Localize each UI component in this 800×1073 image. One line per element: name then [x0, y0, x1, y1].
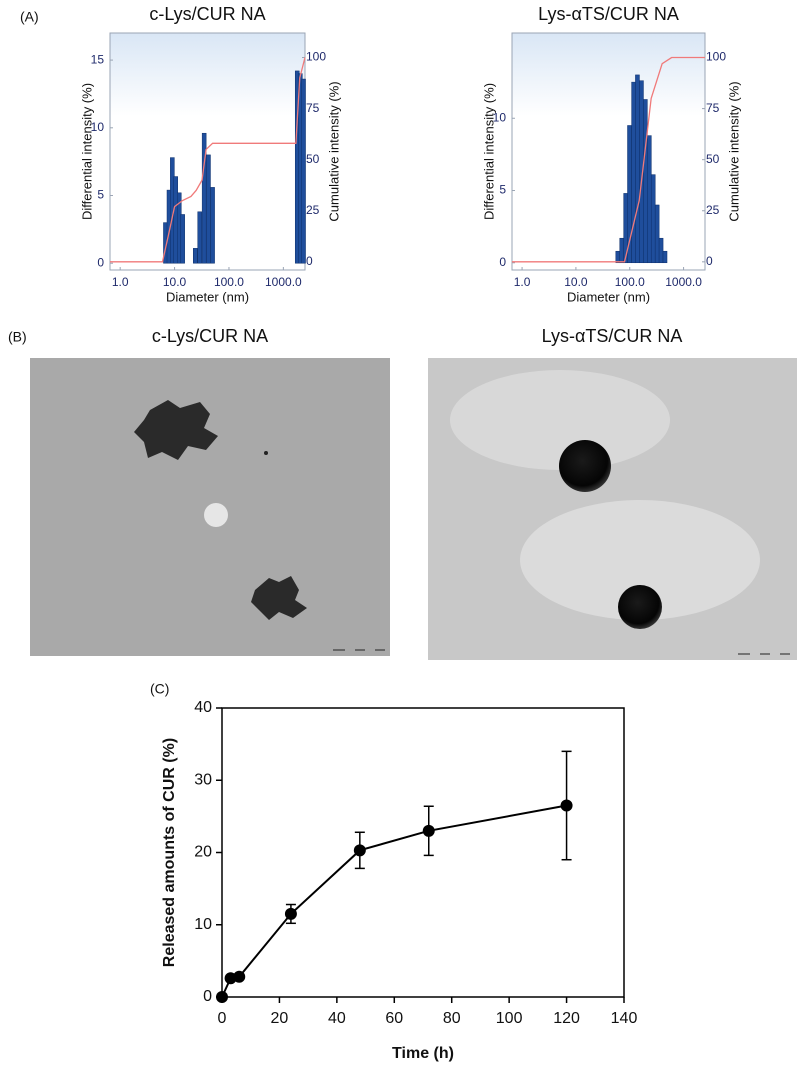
- y2-tick-label: 0: [306, 254, 313, 268]
- y2-tick-label: 50: [706, 152, 720, 166]
- panel-label: (A): [20, 9, 39, 25]
- data-point: [233, 970, 246, 983]
- y-tick-label: 0: [499, 255, 506, 269]
- data-point: [216, 991, 228, 1003]
- panel-label: (B): [8, 329, 27, 345]
- bar: [210, 187, 215, 264]
- y-tick-label: 20: [194, 844, 212, 861]
- x-tick-label: 40: [328, 1010, 346, 1027]
- x-tick-label: 100.0: [615, 275, 645, 289]
- chart-title: c-Lys/CUR NA: [149, 4, 265, 24]
- bar: [619, 237, 624, 264]
- x-tick-label: 20: [271, 1010, 289, 1027]
- y2-axis-label: Cumulative intensity (%): [726, 81, 741, 221]
- chart-title: Lys-αTS/CUR NA: [538, 4, 679, 24]
- bar: [650, 174, 656, 264]
- x-tick-label: 1.0: [514, 275, 531, 289]
- y-tick-label: 15: [91, 52, 105, 66]
- image-title: c-Lys/CUR NA: [152, 326, 268, 346]
- y2-tick-label: 25: [306, 203, 320, 217]
- tem-image: [30, 358, 390, 656]
- y-tick-label: 10: [493, 110, 507, 124]
- x-tick-label: 80: [443, 1010, 461, 1027]
- cumulative-line: [110, 57, 306, 263]
- y-tick-label: 0: [97, 255, 104, 269]
- y-axis-label: Differential intensity (%): [481, 83, 496, 220]
- x-tick-label: 100.0: [214, 275, 244, 289]
- x-tick-label: 1000.0: [265, 275, 302, 289]
- cumulative-line: [512, 56, 705, 263]
- y-tick-label: 10: [194, 916, 212, 933]
- bar: [206, 154, 211, 264]
- data-point: [284, 907, 297, 920]
- y2-tick-label: 100: [306, 50, 326, 64]
- bar: [201, 132, 207, 264]
- x-tick-label: 120: [553, 1010, 580, 1027]
- bar: [658, 237, 664, 264]
- bar: [643, 99, 648, 264]
- y2-tick-label: 25: [706, 203, 720, 217]
- bar: [631, 81, 636, 264]
- y-axis-label: Released amounts of CUR (%): [161, 738, 178, 967]
- y-axis-label: Differential intensity (%): [79, 83, 94, 220]
- y-tick-label: 10: [91, 120, 105, 134]
- y-tick-label: 5: [97, 188, 104, 202]
- y2-tick-label: 75: [706, 101, 720, 115]
- data-point: [353, 844, 366, 857]
- y-tick-label: 30: [194, 771, 212, 788]
- bar: [615, 250, 621, 264]
- x-tick-label: 0: [218, 1010, 227, 1027]
- bar: [662, 250, 668, 264]
- bar: [197, 211, 202, 264]
- x-axis-label: Diameter (nm): [567, 289, 650, 304]
- data-line: [221, 804, 567, 998]
- panel-label: (C): [150, 681, 169, 697]
- bar: [180, 214, 185, 264]
- plot-area: [511, 32, 706, 271]
- y2-tick-label: 0: [706, 254, 713, 268]
- y-tick-label: 0: [203, 988, 212, 1005]
- data-point: [560, 799, 573, 812]
- y-tick-label: 40: [194, 699, 212, 716]
- bar: [647, 135, 652, 264]
- bar: [301, 78, 306, 264]
- y2-axis-label: Cumulative intensity (%): [326, 81, 341, 221]
- x-tick-label: 60: [385, 1010, 403, 1027]
- x-tick-label: 1.0: [112, 275, 129, 289]
- data-point: [422, 824, 435, 837]
- y-tick-label: 5: [499, 183, 506, 197]
- bar: [192, 248, 198, 264]
- bar: [635, 74, 640, 264]
- x-tick-label: 10.0: [564, 275, 588, 289]
- image-title: Lys-αTS/CUR NA: [542, 326, 683, 346]
- y2-tick-label: 50: [306, 152, 320, 166]
- x-tick-label: 140: [611, 1010, 638, 1027]
- x-tick-label: 1000.0: [665, 275, 702, 289]
- x-tick-label: 10.0: [163, 275, 187, 289]
- x-axis-label: Time (h): [392, 1045, 454, 1062]
- y2-tick-label: 100: [706, 50, 726, 64]
- tem-image: [428, 358, 797, 660]
- x-axis-label: Diameter (nm): [166, 289, 249, 304]
- bar: [654, 204, 660, 264]
- y2-tick-label: 75: [306, 101, 320, 115]
- x-tick-label: 100: [496, 1010, 523, 1027]
